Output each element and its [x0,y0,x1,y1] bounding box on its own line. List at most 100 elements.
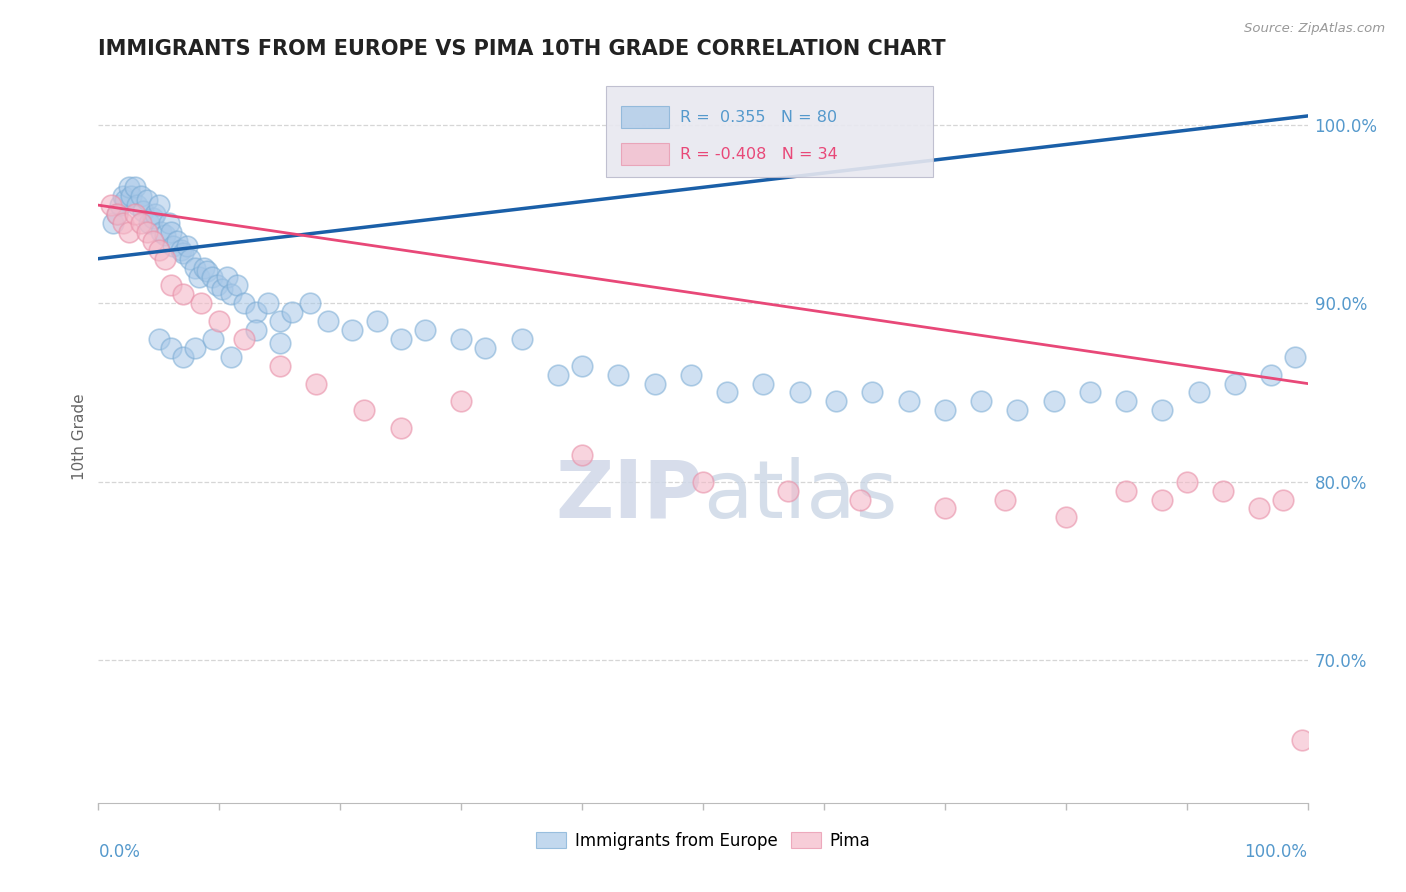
Point [190,296,212,310]
Point [256,296,278,310]
Point [510,332,533,346]
Point [105,207,128,221]
Point [860,385,883,400]
Point [1249,501,1271,516]
Point [202,332,225,346]
Point [849,492,872,507]
Point [150,225,173,239]
Point [142,234,165,248]
Point [105,207,128,221]
Point [208,314,231,328]
Point [118,225,141,239]
Point [211,282,233,296]
Point [825,394,848,409]
Point [172,246,194,260]
Point [716,385,738,400]
Point [789,385,811,400]
Point [897,394,920,409]
Point [129,216,152,230]
Text: ZIP: ZIP [555,457,703,534]
Point [571,448,593,462]
Text: Source: ZipAtlas.com: Source: ZipAtlas.com [1244,22,1385,36]
Point [160,278,183,293]
Point [100,198,122,212]
Point [1260,368,1282,382]
Point [269,314,291,328]
Point [1054,510,1077,524]
Point [226,278,249,293]
Point [162,239,184,253]
Point [118,180,141,194]
Point [1212,483,1234,498]
Point [176,239,198,253]
Point [129,189,152,203]
Point [1291,733,1313,747]
Point [132,203,155,218]
Point [1272,492,1295,507]
Point [153,252,176,266]
Point [205,278,228,293]
Point [148,332,170,346]
Point [160,341,183,355]
Point [114,193,136,207]
Point [153,228,176,243]
Point [166,234,188,248]
Legend: Immigrants from Europe, Pima: Immigrants from Europe, Pima [530,825,876,856]
Point [1115,394,1137,409]
Y-axis label: 10th Grade: 10th Grade [72,393,87,481]
FancyBboxPatch shape [606,86,932,178]
Point [269,359,291,373]
Point [299,296,322,310]
Point [172,287,194,301]
Point [135,193,157,207]
Point [135,225,157,239]
Text: R =  0.355   N = 80: R = 0.355 N = 80 [681,110,837,125]
Point [1152,403,1174,417]
Point [143,207,166,221]
Point [232,296,254,310]
Point [124,180,146,194]
Text: 0.0%: 0.0% [98,843,141,861]
Point [124,207,146,221]
Point [474,341,496,355]
Point [184,260,207,275]
Point [148,243,170,257]
Point [111,216,134,230]
Text: 100.0%: 100.0% [1244,843,1308,861]
Point [450,332,472,346]
Point [389,421,412,435]
Point [138,216,160,230]
Point [752,376,775,391]
FancyBboxPatch shape [621,106,669,128]
Point [316,314,339,328]
Point [305,376,328,391]
Point [184,341,207,355]
Point [571,359,593,373]
Point [142,211,165,225]
Point [179,252,201,266]
Point [1223,376,1246,391]
Point [101,216,124,230]
Text: IMMIGRANTS FROM EUROPE VS PIMA 10TH GRADE CORRELATION CHART: IMMIGRANTS FROM EUROPE VS PIMA 10TH GRAD… [98,38,946,59]
Point [245,323,267,337]
Point [1175,475,1198,489]
Point [547,368,569,382]
Point [172,350,194,364]
Point [245,305,267,319]
FancyBboxPatch shape [621,143,669,165]
Point [1188,385,1211,400]
Point [269,335,291,350]
Text: atlas: atlas [703,457,897,534]
Point [169,243,191,257]
Point [1007,403,1029,417]
Point [934,501,956,516]
Point [994,492,1017,507]
Point [353,403,375,417]
Point [1115,483,1137,498]
Point [934,403,956,417]
Point [201,269,224,284]
Point [389,332,412,346]
Point [120,189,142,203]
Point [644,376,666,391]
Point [108,198,131,212]
